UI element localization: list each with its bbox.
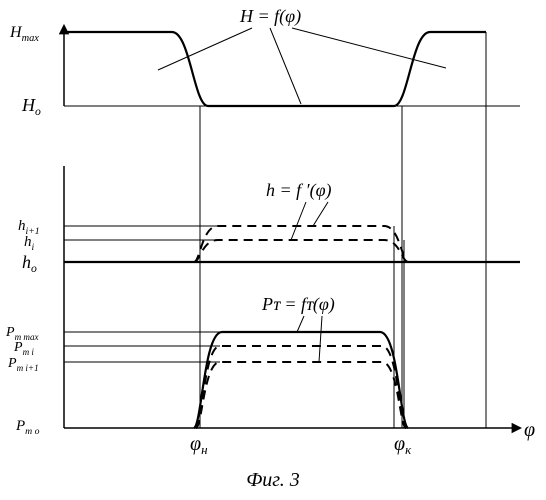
svg-text:Hmax: Hmax: [9, 24, 39, 44]
svg-text:Pт i: Pт i: [13, 340, 34, 357]
svg-text:Pт o: Pт o: [15, 418, 40, 437]
svg-text:H = f(φ): H = f(φ): [239, 6, 301, 27]
svg-text:ho: ho: [22, 252, 37, 275]
svg-text:Ho: Ho: [21, 95, 41, 118]
svg-text:h = f ′(φ): h = f ′(φ): [266, 180, 332, 201]
svg-text:φ: φ: [524, 419, 535, 441]
svg-text:Pт i+1: Pт i+1: [7, 356, 39, 373]
svg-text:φк: φк: [394, 433, 412, 457]
svg-text:Pᴛ = fᴛ(φ): Pᴛ = fᴛ(φ): [261, 294, 335, 315]
svg-text:Фиг. 3: Фиг. 3: [246, 469, 300, 491]
svg-text:φн: φн: [190, 433, 208, 457]
